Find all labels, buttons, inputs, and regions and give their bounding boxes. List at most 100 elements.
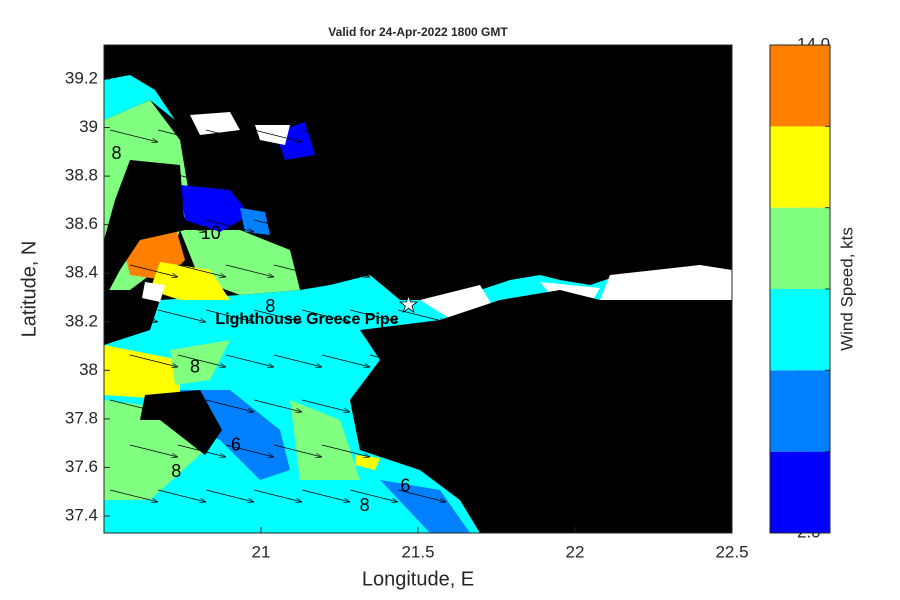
wind-arrow — [349, 309, 398, 322]
y-tick-label: 38.4 — [65, 263, 98, 282]
y-tick-label: 38 — [79, 360, 98, 379]
y-tick-label: 37.8 — [65, 408, 98, 427]
wind-arrow — [301, 489, 350, 502]
wind-arrow — [397, 309, 446, 322]
site-label: Lighthouse Greece Pipe — [215, 311, 398, 328]
wind-arrow — [397, 489, 446, 502]
contour-label: 6 — [400, 476, 410, 496]
wind-arrow — [129, 264, 178, 277]
contour-label: 8 — [190, 357, 200, 377]
wind-arrow — [273, 444, 322, 457]
wind-region — [104, 75, 175, 120]
wind-arrow — [109, 399, 158, 412]
wind-arrow — [205, 309, 254, 322]
wind-arrow — [301, 129, 350, 142]
x-tick-label: 22 — [566, 542, 585, 561]
y-axis-label: Latitude, N — [18, 241, 40, 338]
colorbar-bin — [770, 370, 830, 452]
wind-arrow — [177, 354, 226, 367]
contour-label: 8 — [360, 495, 370, 515]
wind-arrow — [417, 444, 466, 457]
wind-region — [380, 480, 470, 533]
wind-arrow — [301, 309, 350, 322]
wind-arrow — [109, 489, 158, 502]
wind-arrow — [253, 399, 302, 412]
wind-arrow — [301, 399, 350, 412]
wind-region — [104, 345, 180, 400]
y-tick-label: 38.8 — [65, 166, 98, 185]
wind-arrow — [205, 399, 254, 412]
colorbar-bin — [770, 126, 830, 208]
wind-arrow — [369, 264, 418, 277]
wind-arrow — [177, 264, 226, 277]
wind-region — [180, 185, 250, 232]
wind-arrow — [273, 354, 322, 367]
y-tick-label: 37.6 — [65, 457, 98, 476]
x-axis-label: Longitude, E — [362, 568, 474, 590]
y-tick-label: 39.2 — [65, 68, 98, 87]
wind-arrow — [109, 129, 158, 142]
x-tick-label: 21.5 — [401, 542, 434, 561]
site-marker — [398, 294, 419, 314]
wind-arrow — [157, 399, 206, 412]
contour-label: 8 — [171, 461, 181, 481]
wind-arrow — [253, 129, 302, 142]
wind-arrow — [273, 264, 322, 277]
wind-arrow — [225, 174, 274, 187]
wind-arrow — [205, 129, 254, 142]
wind-arrow — [177, 444, 226, 457]
wind-arrow — [397, 219, 446, 232]
wind-arrow — [349, 489, 398, 502]
contour-label: 10 — [201, 223, 221, 243]
colorbar-bin — [770, 207, 830, 289]
wind-arrow — [349, 219, 398, 232]
wind-arrow — [157, 129, 206, 142]
contour-label: 6 — [231, 434, 241, 454]
y-tick-label: 38.6 — [65, 214, 98, 233]
y-tick-label: 37.4 — [65, 505, 98, 524]
wind-arrow — [253, 489, 302, 502]
wind-arrow — [321, 264, 370, 277]
wind-arrow — [177, 174, 226, 187]
wind-arrow — [253, 219, 302, 232]
wind-arrow — [225, 264, 274, 277]
x-tick-label: 21 — [252, 542, 271, 561]
contour-label: 8 — [112, 143, 122, 163]
wind-arrow — [225, 444, 274, 457]
contour-label: 8 — [265, 296, 275, 316]
colorbar-bin — [770, 289, 830, 371]
wind-arrow — [417, 354, 466, 367]
wind-arrow — [417, 264, 466, 277]
wind-field — [104, 75, 700, 533]
wind-arrow — [397, 129, 446, 142]
colorbar-bin — [770, 451, 830, 533]
wind-arrow — [109, 309, 158, 322]
x-tick-label: 22.5 — [715, 542, 748, 561]
y-tick-label: 39 — [79, 117, 98, 136]
wind-region — [355, 455, 380, 470]
wind-arrow — [417, 174, 466, 187]
wind-arrow — [205, 489, 254, 502]
wind-arrow — [225, 354, 274, 367]
chart-title: Valid for 24-Apr-2022 1800 GMT — [328, 25, 508, 39]
colorbar-bin — [770, 45, 830, 127]
wind-region — [150, 262, 230, 300]
wind-arrow — [129, 174, 178, 187]
wind-arrow — [321, 444, 370, 457]
wind-arrow — [157, 219, 206, 232]
wind-vectors — [109, 129, 466, 502]
colorbar-frame — [769, 44, 831, 534]
colorbar-label: Wind Speed, kts — [837, 227, 856, 351]
wind-arrow — [129, 354, 178, 367]
wind-arrow — [205, 219, 254, 232]
wind-arrow — [369, 354, 418, 367]
wind-arrow — [349, 399, 398, 412]
wind-arrow — [129, 444, 178, 457]
wind-arrow — [321, 354, 370, 367]
y-tick-label: 38.2 — [65, 311, 98, 330]
wind-arrow — [157, 489, 206, 502]
wind-arrow — [109, 219, 158, 232]
land — [104, 160, 732, 533]
wind-arrow — [349, 129, 398, 142]
